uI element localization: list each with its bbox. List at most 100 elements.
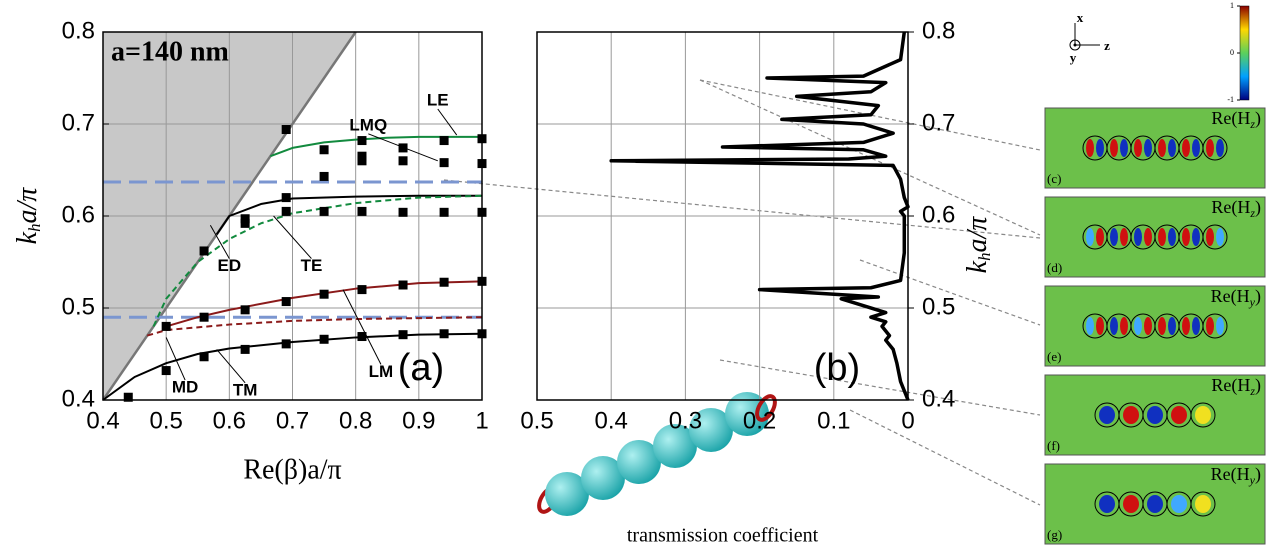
field-quantity: Re(Hz) [1211, 375, 1261, 398]
curve-label: TE [301, 256, 323, 275]
data-point [281, 206, 291, 216]
field-lobe [1144, 139, 1152, 157]
field-lobe [1110, 139, 1118, 157]
field-lobe [1096, 228, 1104, 246]
annotation: a=140 nm [111, 36, 229, 67]
field-lobe [1123, 406, 1139, 424]
field-lobe [1216, 317, 1224, 335]
x-tick-label: 0.6 [213, 407, 246, 434]
panel-label: (e) [1047, 349, 1061, 364]
y-tick-label: 0.4 [62, 385, 95, 412]
data-point [439, 158, 449, 168]
data-point [357, 285, 367, 295]
data-point [240, 218, 250, 228]
pointer-arrows [443, 79, 1041, 506]
field-lobe [1206, 317, 1214, 335]
label-rest: a/π [12, 187, 43, 224]
panel-label: (c) [1047, 171, 1061, 186]
field-lobe [1144, 228, 1152, 246]
field-lobe [1096, 139, 1104, 157]
data-point [439, 136, 449, 146]
x-tick-label: 0.7 [276, 407, 309, 434]
data-point [123, 392, 133, 402]
data-line [270, 135, 482, 158]
x-tick-label: 0 [901, 407, 914, 434]
field-lobe [1168, 139, 1176, 157]
y-tick-label: 0.5 [922, 293, 955, 320]
axis-name: x [1077, 10, 1084, 25]
data-point [161, 321, 171, 331]
x-tick-label: 0.3 [669, 407, 702, 434]
quantity-prefix: Re(H [1211, 197, 1250, 218]
field-lobe [1144, 317, 1152, 335]
field-lobe [1182, 139, 1190, 157]
field-lobe [1096, 317, 1104, 335]
axis-name: z [1104, 38, 1110, 53]
quantity-sub: z [1249, 117, 1255, 131]
axis-label: kha/π [12, 187, 43, 245]
quantity-prefix: Re(H [1211, 464, 1250, 485]
x-tick-label: 0.8 [339, 407, 372, 434]
label-pointer [437, 108, 458, 136]
data-point [319, 206, 329, 216]
y-tick-label: 0.6 [922, 201, 955, 228]
data-line [152, 194, 483, 327]
field-lobe [1147, 406, 1163, 424]
data-point [161, 366, 171, 376]
data-line [215, 194, 482, 235]
data-point [439, 329, 449, 339]
label-pointer [368, 133, 438, 162]
curve-label: LE [427, 90, 449, 109]
field-lobe [1158, 139, 1166, 157]
y-tick-label: 0.6 [62, 201, 95, 228]
panel-label: (b) [814, 347, 860, 389]
quantity-sub: z [1249, 206, 1255, 220]
y-tick-label: 0.4 [922, 385, 955, 412]
field-lobe [1158, 228, 1166, 246]
x-axis-label: Re(β)a/π [243, 454, 341, 485]
data-point [357, 156, 367, 166]
field-lobe [1120, 139, 1128, 157]
field-lobe [1099, 406, 1115, 424]
data-line [146, 316, 483, 337]
panel-label: (d) [1047, 260, 1062, 275]
axis-label: kha/π [962, 216, 993, 274]
quantity-suffix: ) [1255, 286, 1261, 307]
x-tick-label: 1 [475, 407, 488, 434]
field-quantity: Re(Hy) [1211, 464, 1261, 487]
label-pointer [216, 349, 246, 384]
axis-dot [1073, 43, 1077, 47]
data-point [199, 312, 209, 322]
curve-label: LMQ [349, 115, 387, 134]
label-pointer [273, 215, 312, 259]
data-point [439, 207, 449, 217]
field-lobe [1168, 317, 1176, 335]
x-axis-label: transmission coefficient [627, 525, 819, 547]
plot-frame [536, 31, 909, 401]
colorbar-label: 0 [1230, 48, 1234, 57]
y-tick-label: 0.5 [62, 293, 95, 320]
curve-label: LM [369, 362, 394, 381]
data-point [199, 352, 209, 362]
x-tick-label: 0.4 [595, 407, 628, 434]
field-lobe [1182, 317, 1190, 335]
sphere-outline [1202, 224, 1228, 250]
field-lobe [1086, 317, 1094, 335]
quantity-suffix: ) [1255, 375, 1261, 396]
field-lobe [1147, 495, 1163, 513]
colorbar-label: 1 [1230, 1, 1234, 10]
field-lobe [1192, 228, 1200, 246]
data-point [281, 193, 291, 203]
field-lobe [1171, 495, 1187, 513]
x-tick-label: 0.2 [743, 407, 776, 434]
field-lobe [1110, 317, 1118, 335]
curve-label: ED [218, 256, 242, 275]
quantity-sub: z [1249, 384, 1255, 398]
panel-label: (f) [1047, 438, 1060, 453]
quantity-suffix: ) [1255, 464, 1261, 485]
field-lobe [1195, 406, 1211, 424]
sphere-outline [1190, 491, 1216, 517]
axis-dot [1069, 39, 1081, 51]
x-tick-label: 0.1 [817, 407, 850, 434]
data-point [281, 125, 291, 135]
